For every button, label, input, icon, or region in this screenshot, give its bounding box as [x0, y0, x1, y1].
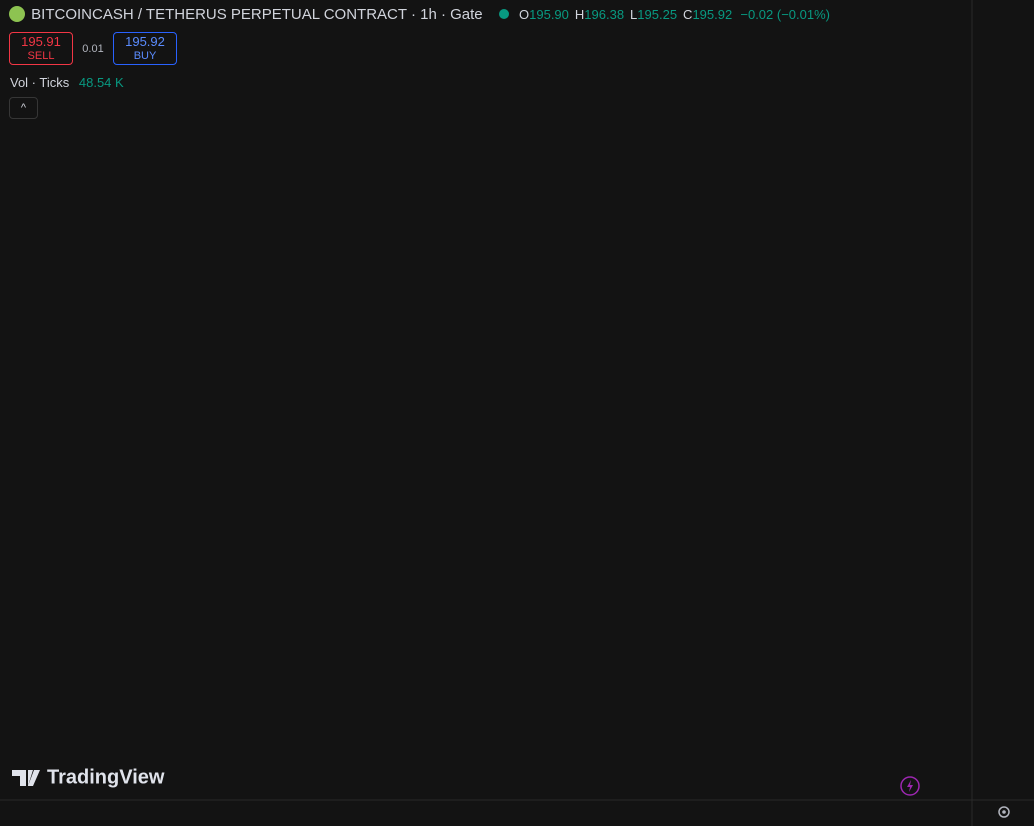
sell-price: 195.91 — [21, 34, 61, 49]
buy-label: BUY — [133, 50, 157, 62]
ohlc: O195.90 H196.38 L195.25 C195.92 — [519, 7, 732, 22]
volume-legend: Vol · Ticks 48.54 K — [10, 75, 124, 90]
sell-label: SELL — [27, 50, 55, 62]
ohlc-label: O — [519, 7, 530, 22]
ohlc-value: 195.92 — [692, 7, 733, 22]
logo-text: TradingView — [47, 766, 165, 788]
tradingview-logo: TradingView — [12, 766, 165, 788]
ohlc-label: L — [630, 7, 638, 22]
buy-price: 195.92 — [125, 34, 165, 49]
header: BITCOINCASH / TETHERUS PERPETUAL CONTRAC… — [9, 6, 830, 23]
sell-button[interactable]: 195.91 SELL — [9, 32, 73, 65]
collapse-button[interactable]: ^ — [9, 97, 38, 119]
logo-mark — [12, 770, 40, 786]
volume-title: Vol · Ticks — [10, 75, 70, 90]
ohlc-label: C — [683, 7, 693, 22]
status-dot — [498, 9, 509, 19]
ohlc-value: 196.38 — [584, 7, 625, 22]
lightning-icon — [900, 776, 920, 796]
ohlc-value: 195.90 — [529, 7, 569, 22]
spread: 0.01 — [82, 43, 104, 55]
volume-value: 48.54 K — [78, 75, 124, 90]
coin-icon — [9, 6, 25, 22]
settings-icon[interactable] — [998, 806, 1010, 818]
ohlc-label: H — [574, 7, 585, 22]
ohlc-value: 195.25 — [637, 7, 678, 22]
symbol-title: BITCOINCASH / TETHERUS PERPETUAL CONTRAC… — [31, 6, 483, 23]
change: −0.02 (−0.01%) — [740, 7, 830, 22]
buy-button[interactable]: 195.92 BUY — [113, 32, 177, 65]
